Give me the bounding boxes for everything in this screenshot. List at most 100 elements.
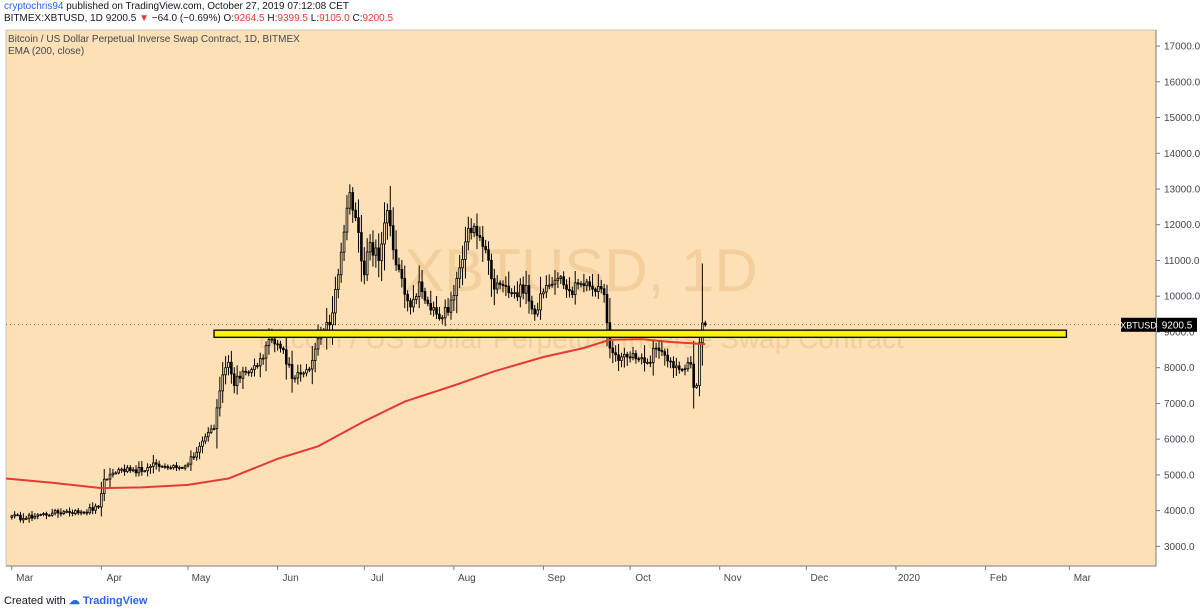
candle-body — [253, 365, 256, 371]
candle-body — [45, 513, 48, 516]
candle-body — [230, 361, 233, 375]
candle-body — [276, 343, 279, 346]
candle-body — [472, 225, 476, 234]
candle-body — [68, 510, 71, 513]
candle-body — [365, 251, 369, 276]
candle-body — [438, 313, 441, 319]
candle-body — [53, 510, 57, 514]
candle-body — [695, 385, 698, 388]
candle-body — [74, 510, 77, 514]
x-tick-label: Apr — [107, 573, 123, 584]
candle-body — [397, 264, 401, 270]
x-tick-label: Feb — [990, 573, 1008, 584]
candle-body — [97, 505, 100, 508]
candle-body — [264, 345, 268, 359]
candle-body — [192, 456, 196, 459]
support-zone[interactable] — [213, 329, 1068, 338]
y-tick-label: 9000.0 — [1164, 327, 1195, 338]
candle-body — [582, 283, 586, 287]
tradingview-logo-icon[interactable]: ☁ — [68, 595, 80, 607]
candle-body — [391, 225, 395, 251]
candle-body — [449, 299, 453, 313]
y-tick-label: 4000.0 — [1164, 506, 1195, 517]
candle-body — [620, 356, 623, 361]
y-tick-label: 17000.0 — [1164, 42, 1200, 53]
candle-body — [394, 249, 398, 266]
candle-body — [284, 349, 288, 365]
candle-body — [290, 364, 294, 379]
candle-body — [692, 363, 695, 388]
candle-body — [137, 467, 141, 474]
candle-body — [562, 276, 565, 286]
candle-body — [368, 242, 372, 253]
candle-body — [189, 456, 193, 465]
candle-body — [490, 259, 493, 280]
y-tick-label: 11000.0 — [1164, 256, 1200, 267]
legend-indicator: EMA (200, close) — [8, 46, 85, 57]
symbol-label: BITMEX:XBTUSD, 1D — [4, 13, 103, 24]
candle-body — [651, 347, 655, 363]
candle-body — [597, 286, 600, 292]
y-tick-label: 12000.0 — [1164, 220, 1200, 231]
candle-body — [403, 277, 407, 295]
publish-line: cryptochris94 published on TradingView.c… — [4, 1, 1196, 13]
candle-body — [510, 292, 513, 295]
candle-body — [212, 428, 216, 430]
ema-200-line[interactable] — [5, 338, 706, 490]
candle-body — [467, 227, 470, 243]
candle-body — [169, 467, 172, 470]
candle-body — [417, 281, 421, 297]
candle-body — [334, 289, 337, 314]
tradingview-brand[interactable]: TradingView — [82, 595, 148, 607]
candle-body — [126, 467, 129, 472]
legend-title: Bitcoin / US Dollar Perpetual Inverse Sw… — [8, 34, 300, 45]
candle-body — [24, 517, 28, 520]
candle-body — [469, 227, 473, 234]
candle-body — [663, 351, 667, 356]
candle-body — [542, 291, 545, 295]
y-tick-label: 7000.0 — [1164, 399, 1195, 410]
candle-body — [310, 360, 314, 370]
x-tick-label: Dec — [810, 573, 828, 584]
candle-body — [241, 370, 245, 379]
candle-body — [186, 463, 190, 467]
x-tick-label: Sep — [548, 573, 566, 584]
plot-area[interactable] — [5, 29, 1157, 567]
chart-svg[interactable]: XBTUSD, 1D Bitcoin / US Dollar Perpetual … — [0, 26, 1200, 588]
candle-body — [432, 307, 435, 311]
candle-body — [71, 512, 74, 514]
candle-body — [302, 372, 305, 375]
candle-body — [296, 372, 300, 379]
candle-body — [415, 296, 418, 300]
author-link[interactable]: cryptochris94 — [4, 1, 64, 12]
candle-body — [420, 281, 424, 292]
candle-body — [487, 249, 490, 261]
price-chart[interactable]: XBTUSD, 1D Bitcoin / US Dollar Perpetual … — [0, 26, 1200, 588]
candle-body — [328, 321, 331, 326]
candle-body — [553, 279, 557, 285]
candle-body — [339, 251, 343, 276]
x-tick-label: Aug — [458, 573, 476, 584]
candle-body — [305, 369, 308, 374]
candle-body — [631, 353, 635, 359]
candle-body — [400, 269, 404, 279]
last-price: 9200.5 — [105, 13, 137, 24]
candle-body — [108, 474, 112, 480]
y-tick-label: 6000.0 — [1164, 435, 1195, 446]
candle-body — [282, 347, 285, 351]
candle-body — [646, 361, 649, 364]
x-tick-label: Jul — [371, 573, 384, 584]
candle-body — [516, 292, 519, 298]
candle-body — [85, 511, 89, 514]
candle-body — [374, 247, 378, 256]
candle-body — [435, 307, 438, 315]
candle-body — [204, 436, 207, 442]
candle-body — [91, 507, 94, 511]
candle-body — [256, 365, 259, 368]
candle-body — [614, 352, 617, 356]
y-tick-label: 8000.0 — [1164, 363, 1195, 374]
candle-body — [19, 514, 22, 521]
x-tick-label: Oct — [635, 573, 651, 584]
candle-body — [140, 467, 144, 472]
triangle-down-icon: ▼ — [139, 13, 149, 24]
